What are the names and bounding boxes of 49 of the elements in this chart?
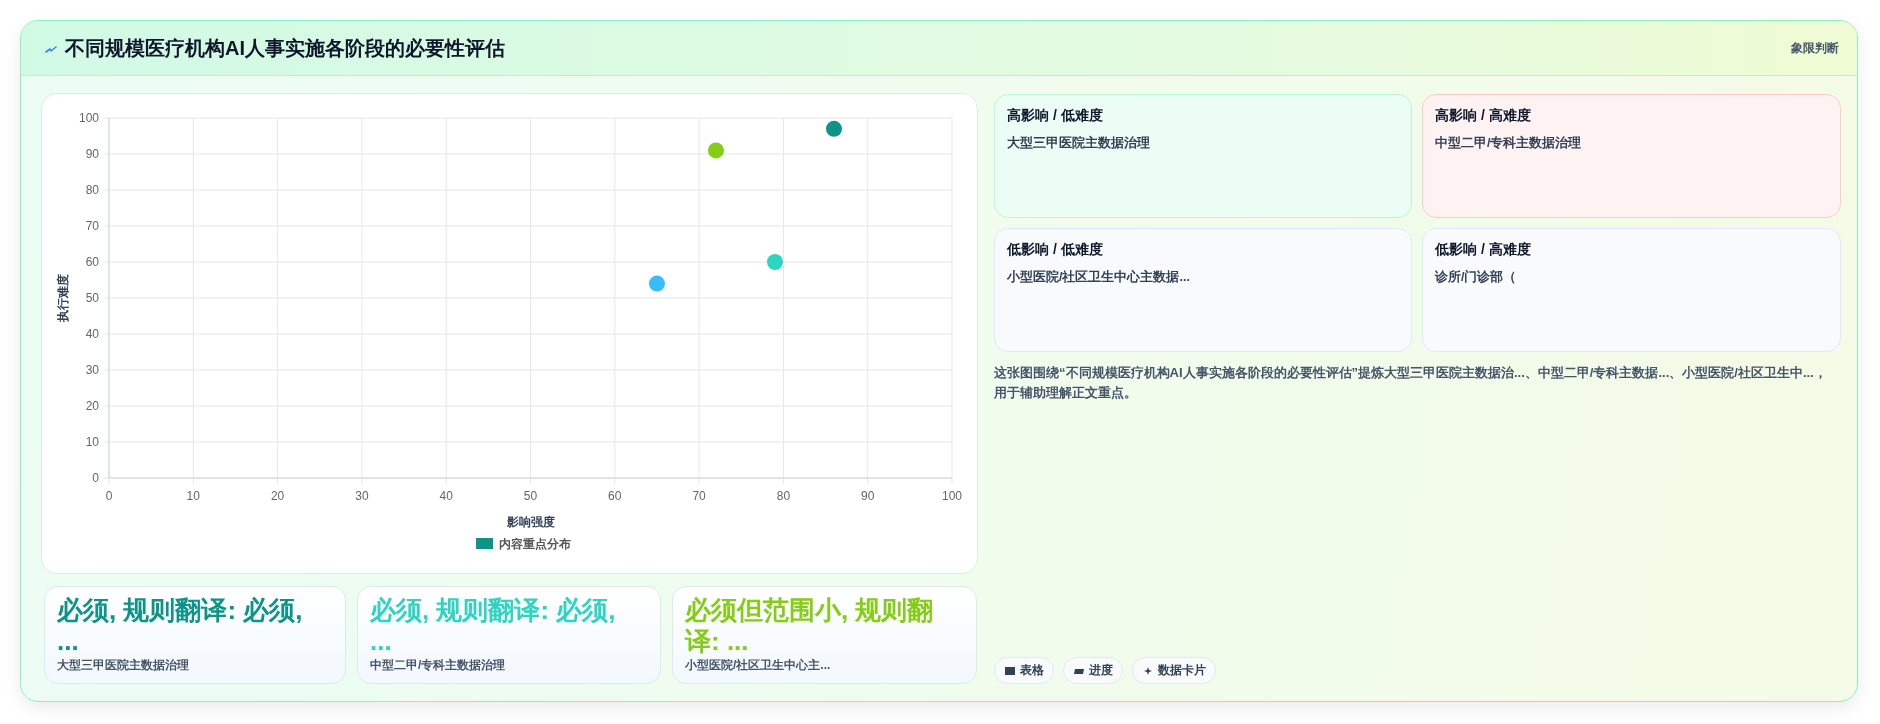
text: 大型三甲医院主数据治理 — [1007, 135, 1150, 152]
point — [707, 142, 724, 159]
x-tick-label: 90 — [861, 489, 875, 503]
y-tick-label: 10 — [85, 435, 100, 449]
text: 表格 — [1020, 663, 1044, 677]
y-tick-label: 20 — [85, 399, 100, 413]
x-tick-label: 30 — [355, 489, 369, 503]
y-tick-label: 90 — [85, 147, 100, 161]
x-tick-label: 50 — [523, 489, 538, 503]
text: 数据卡片 — [1158, 663, 1206, 677]
x-tick-label: 0 — [105, 489, 113, 503]
text: 进度 — [1089, 663, 1113, 677]
text: 中型二甲/专科主数据治理 — [1435, 135, 1582, 152]
text: 小型医院/社区卫生中心主... — [685, 657, 831, 674]
y-tick-label: 100 — [78, 111, 100, 125]
y-tick-label: 0 — [92, 471, 100, 485]
y-tick-label: 80 — [85, 183, 100, 197]
x-tick-label: 70 — [692, 489, 707, 503]
text: 高影响 / 高难度 — [1435, 107, 1531, 125]
x-tick-label: 10 — [186, 489, 201, 503]
x-tick-label: 80 — [776, 489, 791, 503]
text: 小型医院/社区卫生中心主数据... — [1007, 269, 1190, 286]
text: 必须但范围小, 规则翻译: ... — [685, 595, 935, 657]
text: 这张图围绕“不同规模医疗机构AI人事实施各阶段的必要性评估”提炼大型三甲医院主数据治...、中型二甲/专科主数据...、小型医院/社区卫生中...，用于辅助理解正文重点。 — [994, 364, 1828, 402]
text: 必须, 规则翻译: 必须, ... — [370, 595, 617, 657]
point — [825, 120, 842, 137]
text: 必须, 规则翻译: 必须, ... — [57, 595, 304, 657]
y-tick-label: 70 — [85, 219, 100, 233]
x-tick-label: 40 — [439, 489, 454, 503]
text: 低影响 / 高难度 — [1435, 241, 1531, 259]
y-axis-title: 执行难度 — [56, 274, 70, 323]
x-axis-title: 影响强度 — [505, 515, 555, 529]
point — [648, 275, 665, 292]
y-tick-label: 40 — [85, 327, 100, 341]
x-tick-label: 20 — [270, 489, 285, 503]
y-tick-label: 50 — [85, 291, 100, 305]
text: 低影响 / 低难度 — [1007, 241, 1103, 259]
x-tick-label: 60 — [608, 489, 622, 503]
text: 中型二甲/专科主数据治理 — [370, 657, 506, 674]
text: 不同规模医疗机构AI人事实施各阶段的必要性评估 — [65, 37, 505, 59]
text: 诊所/门诊部（ — [1435, 269, 1517, 286]
x-tick-label: 100 — [941, 489, 963, 503]
y-tick-label: 60 — [85, 255, 100, 269]
text: 大型三甲医院主数据治理 — [57, 657, 189, 674]
legend-label: 内容重点分布 — [499, 537, 571, 551]
point — [766, 254, 783, 270]
y-tick-label: 30 — [85, 363, 100, 377]
text: 高影响 / 低难度 — [1007, 107, 1103, 125]
text: 象限判断 — [1791, 40, 1839, 57]
